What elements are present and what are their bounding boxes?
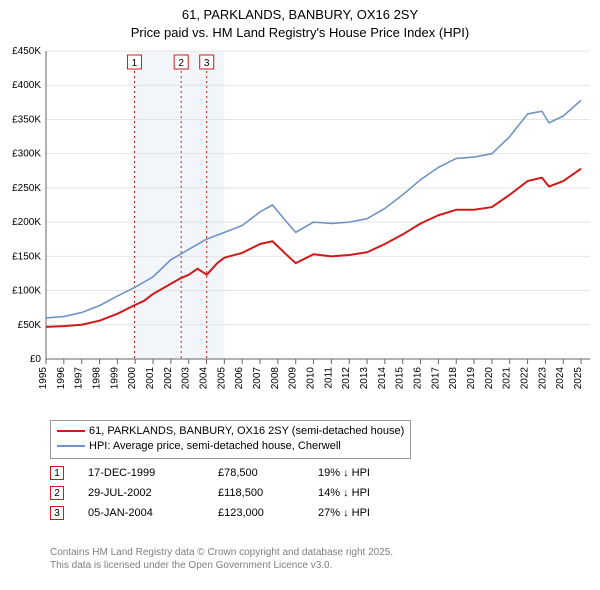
svg-text:3: 3 xyxy=(204,58,210,69)
svg-text:1995: 1995 xyxy=(38,367,49,390)
marker-diff: 27% ↓ HPI xyxy=(318,507,418,519)
svg-text:2012: 2012 xyxy=(341,367,352,390)
svg-text:2010: 2010 xyxy=(306,367,317,390)
legend-label: 61, PARKLANDS, BANBURY, OX16 2SY (semi-d… xyxy=(89,425,404,437)
svg-text:1: 1 xyxy=(132,58,138,69)
svg-text:1997: 1997 xyxy=(74,367,85,390)
svg-text:£50K: £50K xyxy=(18,320,42,331)
svg-text:2025: 2025 xyxy=(573,367,584,390)
svg-text:2: 2 xyxy=(178,58,184,69)
svg-text:£0: £0 xyxy=(30,354,42,365)
svg-text:£450K: £450K xyxy=(12,46,41,57)
credits-line-2: This data is licensed under the Open Gov… xyxy=(50,559,393,572)
title-line-1: 61, PARKLANDS, BANBURY, OX16 2SY xyxy=(0,6,600,24)
marker-num-box: 3 xyxy=(50,506,64,520)
legend-item: HPI: Average price, semi-detached house,… xyxy=(57,439,404,454)
price-chart: £0 £50K £100K £150K £200K £250K £300K £350K £400… xyxy=(0,41,600,421)
svg-text:2021: 2021 xyxy=(502,367,513,390)
svg-text:2015: 2015 xyxy=(395,367,406,390)
chart-titles: 61, PARKLANDS, BANBURY, OX16 2SY Price p… xyxy=(0,0,600,41)
legend-item: 61, PARKLANDS, BANBURY, OX16 2SY (semi-d… xyxy=(57,424,404,439)
svg-text:2002: 2002 xyxy=(163,367,174,390)
marker-diff: 14% ↓ HPI xyxy=(318,487,418,499)
marker-num-box: 2 xyxy=(50,486,64,500)
svg-text:£200K: £200K xyxy=(12,217,41,228)
svg-text:£300K: £300K xyxy=(12,149,41,160)
svg-text:£150K: £150K xyxy=(12,251,41,262)
svg-text:2013: 2013 xyxy=(359,367,370,390)
svg-text:1998: 1998 xyxy=(92,367,103,390)
marker-num-box: 1 xyxy=(50,466,64,480)
svg-text:2024: 2024 xyxy=(555,367,566,390)
svg-text:£250K: £250K xyxy=(12,183,41,194)
marker-date: 17-DEC-1999 xyxy=(88,467,218,479)
marker-date: 29-JUL-2002 xyxy=(88,487,218,499)
svg-text:£100K: £100K xyxy=(12,286,41,297)
svg-text:2014: 2014 xyxy=(377,367,388,390)
svg-text:£350K: £350K xyxy=(12,115,41,126)
legend-swatch xyxy=(57,430,85,432)
svg-text:2022: 2022 xyxy=(520,367,531,390)
marker-diff: 19% ↓ HPI xyxy=(318,467,418,479)
svg-text:2017: 2017 xyxy=(430,367,441,390)
legend-swatch xyxy=(57,445,85,447)
marker-row: 3 05-JAN-2004£123,00027% ↓ HPI xyxy=(50,506,418,520)
svg-text:2016: 2016 xyxy=(413,367,424,390)
svg-text:2006: 2006 xyxy=(234,367,245,390)
svg-text:£400K: £400K xyxy=(12,80,41,91)
svg-text:2018: 2018 xyxy=(448,367,459,390)
marker-price: £118,500 xyxy=(218,487,318,499)
svg-text:2008: 2008 xyxy=(270,367,281,390)
marker-date: 05-JAN-2004 xyxy=(88,507,218,519)
title-line-2: Price paid vs. HM Land Registry's House … xyxy=(0,24,600,42)
svg-text:2023: 2023 xyxy=(537,367,548,390)
svg-text:2000: 2000 xyxy=(127,367,138,390)
marker-row: 2 29-JUL-2002£118,50014% ↓ HPI xyxy=(50,486,418,500)
legend: 61, PARKLANDS, BANBURY, OX16 2SY (semi-d… xyxy=(50,420,411,459)
marker-price: £123,000 xyxy=(218,507,318,519)
svg-text:1996: 1996 xyxy=(56,367,67,390)
svg-text:2019: 2019 xyxy=(466,367,477,390)
svg-text:2009: 2009 xyxy=(288,367,299,390)
marker-row: 1 17-DEC-1999£78,50019% ↓ HPI xyxy=(50,466,418,480)
credits-line-1: Contains HM Land Registry data © Crown c… xyxy=(50,546,393,559)
svg-text:2007: 2007 xyxy=(252,367,263,390)
svg-text:2005: 2005 xyxy=(216,367,227,390)
svg-text:2003: 2003 xyxy=(181,367,192,390)
svg-text:2011: 2011 xyxy=(323,367,334,389)
svg-text:2020: 2020 xyxy=(484,367,495,390)
svg-text:1999: 1999 xyxy=(109,367,120,390)
svg-text:2001: 2001 xyxy=(145,367,156,390)
credits: Contains HM Land Registry data © Crown c… xyxy=(50,546,393,572)
legend-label: HPI: Average price, semi-detached house,… xyxy=(89,440,341,452)
marker-price: £78,500 xyxy=(218,467,318,479)
marker-table: 1 17-DEC-1999£78,50019% ↓ HPI 2 29-JUL-2002… xyxy=(50,466,418,526)
svg-text:2004: 2004 xyxy=(199,367,210,390)
